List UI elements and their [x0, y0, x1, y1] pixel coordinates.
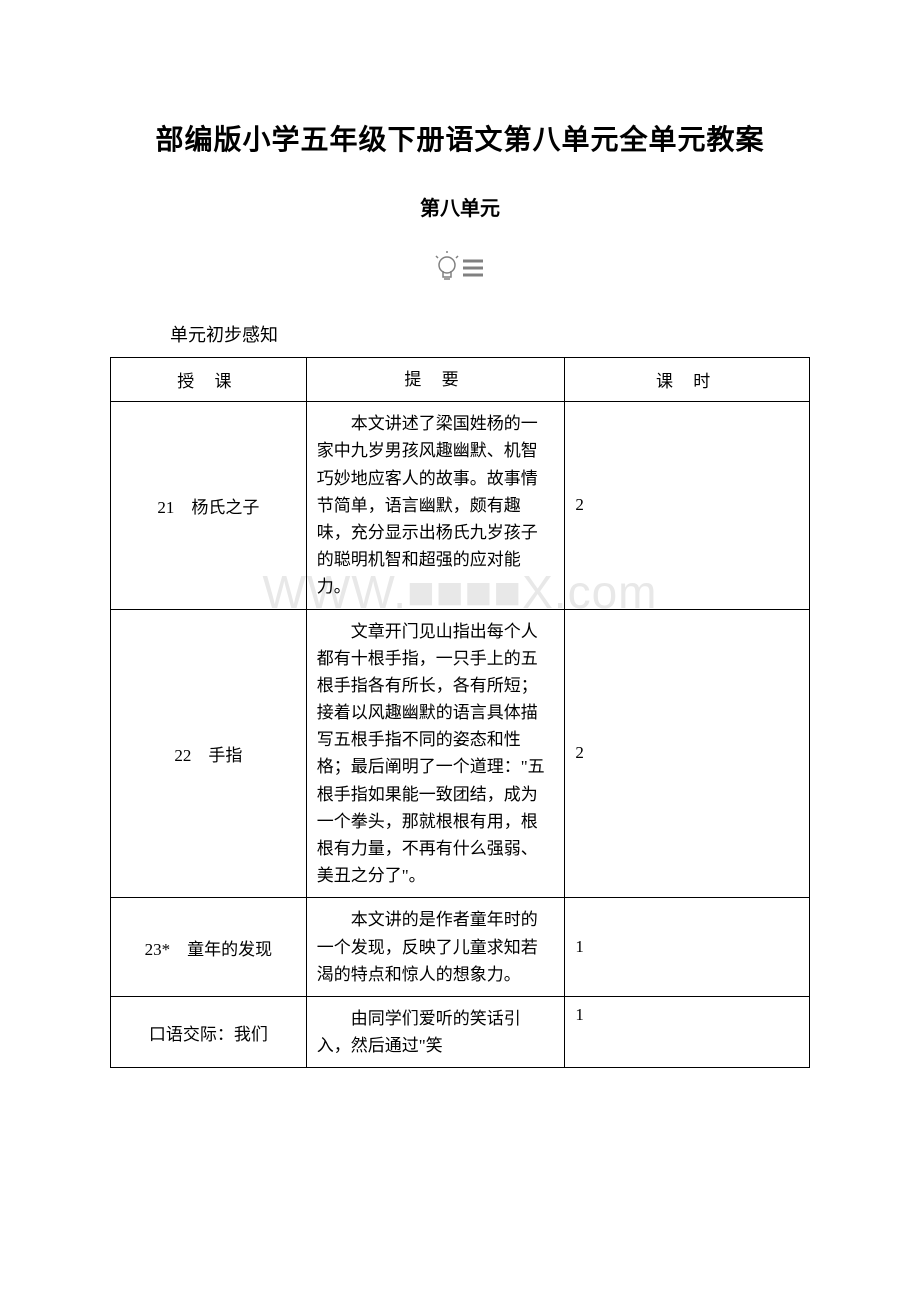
cell-hours: 2	[565, 402, 810, 609]
cell-lesson: 23* 童年的发现	[111, 898, 307, 997]
cell-summary-text: 本文讲的是作者童年时的一个发现，反映了儿童求知若渴的特点和惊人的想象力。	[317, 906, 555, 988]
cell-summary-text: 文章开门见山指出每个人都有十根手指，一只手上的五根手指各有所长，各有所短；接着以…	[317, 618, 555, 890]
page-title: 部编版小学五年级下册语文第八单元全单元教案	[110, 120, 810, 162]
table-row: 23* 童年的发现 本文讲的是作者童年时的一个发现，反映了儿童求知若渴的特点和惊…	[111, 898, 810, 997]
cell-lesson: 口语交际：我们	[111, 996, 307, 1067]
cell-summary-text: 由同学们爱听的笑话引入，然后通过"笑	[317, 1005, 555, 1059]
table-header-row: 授 课 提 要 课 时	[111, 358, 810, 402]
cell-hours: 1	[565, 996, 810, 1067]
header-summary: 提 要	[306, 358, 565, 402]
table-row: 口语交际：我们 由同学们爱听的笑话引入，然后通过"笑 1	[111, 996, 810, 1067]
lesson-table: 授 课 提 要 课 时 21 杨氏之子 本文讲述了梁国姓杨的一家中九岁男孩风趣幽…	[110, 357, 810, 1068]
lightbulb-list-icon	[435, 251, 485, 286]
section-label: 单元初步感知	[170, 321, 810, 347]
cell-summary: 文章开门见山指出每个人都有十根手指，一只手上的五根手指各有所长，各有所短；接着以…	[306, 609, 565, 898]
cell-summary-text: 本文讲述了梁国姓杨的一家中九岁男孩风趣幽默、机智巧妙地应客人的故事。故事情节简单…	[317, 410, 555, 600]
cell-summary: 由同学们爱听的笑话引入，然后通过"笑	[306, 996, 565, 1067]
table-row: 22 手指 文章开门见山指出每个人都有十根手指，一只手上的五根手指各有所长，各有…	[111, 609, 810, 898]
cell-lesson: 22 手指	[111, 609, 307, 898]
header-lesson: 授 课	[111, 358, 307, 402]
table-row: 21 杨氏之子 本文讲述了梁国姓杨的一家中九岁男孩风趣幽默、机智巧妙地应客人的故…	[111, 402, 810, 609]
cell-hours: 2	[565, 609, 810, 898]
cell-lesson: 21 杨氏之子	[111, 402, 307, 609]
header-hours: 课 时	[565, 358, 810, 402]
cell-summary: 本文讲的是作者童年时的一个发现，反映了儿童求知若渴的特点和惊人的想象力。	[306, 898, 565, 997]
cell-summary: 本文讲述了梁国姓杨的一家中九岁男孩风趣幽默、机智巧妙地应客人的故事。故事情节简单…	[306, 402, 565, 609]
cell-hours: 1	[565, 898, 810, 997]
icon-container	[110, 251, 810, 291]
unit-subtitle: 第八单元	[110, 192, 810, 221]
